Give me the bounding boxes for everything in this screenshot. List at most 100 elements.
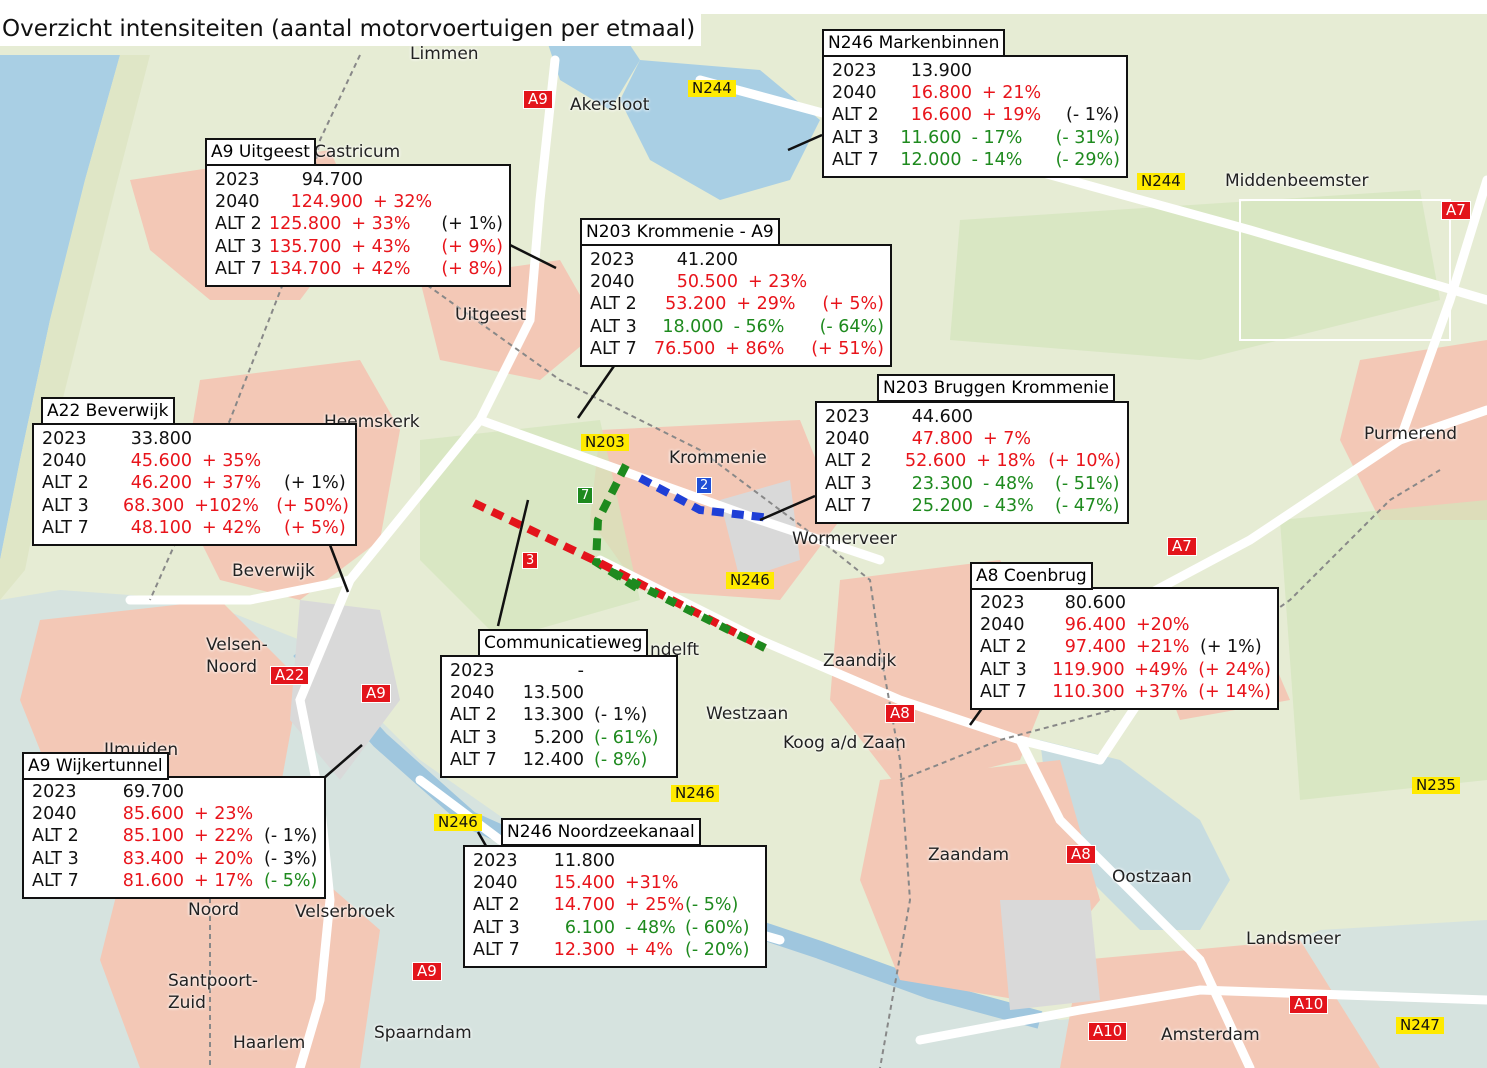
info-row: ALT 3 83.400 + 20% (- 3%) <box>32 848 318 870</box>
row-value: 124.900 <box>290 192 363 213</box>
row-value: 125.800 <box>268 214 342 235</box>
row-value: 12.300 <box>553 939 615 960</box>
road-shield-n244: N244 <box>1137 173 1185 190</box>
row-label: ALT 3 <box>42 495 89 516</box>
row-value: 97.400 <box>1064 637 1126 658</box>
row-change: + 35% <box>202 451 262 472</box>
row-label: 2023 <box>473 851 518 871</box>
info-row: ALT 3 5.200 (- 61%) <box>450 727 670 749</box>
place-limmen: Limmen <box>410 44 479 64</box>
road-shield-a9: A9 <box>412 962 442 981</box>
info-row: 2040 96.400 +20% <box>980 614 1271 636</box>
row-change: +37% <box>1134 681 1188 702</box>
row-change: + 17% <box>194 870 254 891</box>
row-change-vs-2040: (- 64%) <box>819 316 884 337</box>
info-box-body: 2023 94.700 2040 124.900 + 32% ALT 2 125.800 + … <box>205 164 511 287</box>
row-label: 2023 <box>42 429 87 449</box>
row-change: + 42% <box>202 517 262 538</box>
row-value: 68.300 <box>122 495 185 516</box>
row-change: + 4% <box>625 939 673 960</box>
place-santpoort: Santpoort- <box>168 971 259 991</box>
info-row: 2040 15.400 +31% <box>473 872 759 894</box>
info-box-title: A22 Beverwijk <box>41 397 175 425</box>
row-change-vs-2040: (- 3%) <box>264 848 318 869</box>
info-row: 2023 94.700 <box>215 169 503 191</box>
row-label: 2040 <box>590 272 635 293</box>
map-title: Overzicht intensiteiten (aantal motorvoe… <box>0 14 702 46</box>
row-change: +20% <box>1136 615 1190 636</box>
row-label: 2040 <box>980 615 1025 636</box>
place-haarlem: Haarlem <box>233 1033 306 1053</box>
place-velsen: Velsen- <box>206 635 268 655</box>
info-row: ALT 2 53.200 + 29% (+ 5%) <box>590 293 884 315</box>
road-shield-n246: N246 <box>726 572 774 589</box>
row-value: 47.800 <box>911 429 973 450</box>
row-change: - 56% <box>733 316 785 337</box>
row-change <box>1136 592 1200 614</box>
row-value: 83.400 <box>122 848 184 869</box>
info-box-title: A8 Coenbrug <box>970 562 1093 590</box>
place-velserbroek: Velserbroek <box>295 902 395 922</box>
place-oostzaan: Oostzaan <box>1112 867 1192 887</box>
row-label: 2040 <box>215 192 260 213</box>
road-shield-a9: A9 <box>361 684 391 703</box>
row-value: 44.600 <box>911 407 973 427</box>
row-change-vs-2040: (+ 1%) <box>284 473 346 494</box>
info-row: ALT 2 52.600 + 18% (+ 10%) <box>825 450 1121 472</box>
row-change <box>625 850 685 872</box>
row-value: 69.700 <box>122 782 184 802</box>
row-value: 94.700 <box>301 170 363 190</box>
row-change: + 18% <box>976 451 1036 472</box>
row-value: 41.200 <box>676 250 738 270</box>
place-beverwijk: Beverwijk <box>232 561 315 581</box>
road-shield-a22: A22 <box>270 666 310 685</box>
row-label: ALT 2 <box>980 637 1027 658</box>
info-row: ALT 3 135.700 + 43% (+ 9%) <box>215 236 503 258</box>
row-change-vs-2040: (+ 5%) <box>822 294 884 315</box>
road-shield-a8: A8 <box>1066 845 1096 864</box>
row-value: 76.500 <box>653 338 716 359</box>
info-box-body: 2023 13.900 2040 16.800 + 21% ALT 2 16.600 + 19… <box>822 55 1128 178</box>
info-row: 2023 - <box>450 660 670 682</box>
info-row: 2040 124.900 + 32% <box>215 191 503 213</box>
row-value: - <box>577 661 584 681</box>
info-row: ALT 7 25.200 - 43% (- 47%) <box>825 495 1121 517</box>
alternative-7-marker: 7 <box>577 487 594 504</box>
road-shield-n247: N247 <box>1396 1017 1444 1034</box>
row-value: 5.200 <box>533 727 584 748</box>
row-value: 135.700 <box>268 236 342 257</box>
row-value: 14.700 <box>553 895 615 916</box>
info-box-title: Communicatieweg <box>478 629 649 657</box>
place-landsmeer: Landsmeer <box>1246 929 1341 949</box>
row-label: 2023 <box>980 593 1025 613</box>
row-change: + 37% <box>202 473 262 494</box>
row-value: 110.300 <box>1052 681 1125 702</box>
row-value: 81.600 <box>122 870 184 891</box>
row-label: ALT 7 <box>832 149 879 170</box>
row-value: 23.300 <box>911 473 973 494</box>
row-label: 2040 <box>832 83 877 104</box>
row-label: ALT 7 <box>215 258 262 279</box>
row-change: + 23% <box>748 272 808 293</box>
row-label: ALT 3 <box>215 236 262 257</box>
info-row: ALT 7 12.000 - 14% (- 29%) <box>832 149 1120 171</box>
row-change <box>983 406 1055 428</box>
row-change: - 48% <box>625 917 676 938</box>
row-change-vs-2040: (- 20%) <box>685 939 750 960</box>
alternative-3-marker: 3 <box>522 552 539 569</box>
info-row: ALT 2 14.700 + 25% (- 5%) <box>473 894 759 916</box>
row-change: + 7% <box>983 429 1031 450</box>
road-shield-n246: N246 <box>671 785 719 802</box>
row-change-vs-2040: (+ 1%) <box>441 214 503 235</box>
row-label: ALT 3 <box>473 917 520 938</box>
info-row: ALT 7 134.700 + 42% (+ 8%) <box>215 258 503 280</box>
info-row: ALT 3 11.600 - 17% (- 31%) <box>832 127 1120 149</box>
place-westzaan: Westzaan <box>706 704 789 724</box>
info-row: ALT 7 81.600 + 17% (- 5%) <box>32 870 318 892</box>
info-row: ALT 2 16.600 + 19% (- 1%) <box>832 104 1120 126</box>
row-change: + 20% <box>194 848 254 869</box>
row-change-vs-2040: (- 51%) <box>1055 473 1120 494</box>
info-box-title: N246 Noordzeekanaal <box>501 818 701 846</box>
row-change: + 42% <box>351 258 411 279</box>
row-value: 134.700 <box>268 258 342 279</box>
